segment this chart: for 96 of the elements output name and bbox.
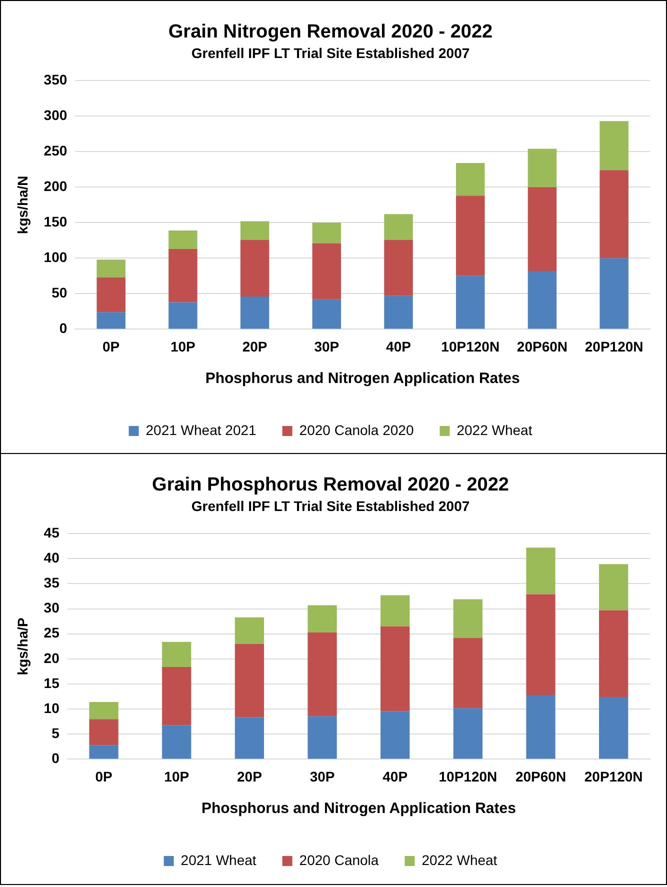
bar (162, 642, 192, 667)
y-axis-title: kgs/ha/N (14, 176, 30, 234)
bar (240, 221, 270, 240)
bar (528, 148, 557, 188)
y-tick-label: 250 (44, 142, 68, 158)
x-tick-label: 20P60N (515, 768, 566, 784)
chart-title: Grain Phosphorus Removal 2020 - 2022 (152, 474, 509, 496)
y-tick-label: 50 (52, 284, 68, 301)
x-tick-label: 0P (102, 338, 120, 354)
x-tick-label: 10P120N (438, 768, 498, 784)
bar (96, 312, 126, 329)
x-tick-label: 20P60N (516, 338, 568, 354)
x-tick-label: 20P (242, 338, 268, 354)
y-tick-label: 150 (44, 214, 68, 230)
bar (456, 162, 485, 196)
bar (162, 725, 192, 759)
bar (456, 196, 485, 276)
x-tick-label: 40P (382, 768, 408, 784)
y-tick-label: 200 (44, 178, 68, 194)
bar (528, 270, 557, 329)
x-tick-label: 10P (170, 338, 196, 354)
bar (526, 548, 556, 594)
bar (240, 296, 270, 329)
y-tick-label: 100 (44, 249, 68, 266)
bar (312, 243, 342, 300)
bar (240, 240, 270, 297)
x-tick-label: 30P (310, 768, 335, 784)
bar (96, 277, 126, 312)
y-tick-label: 5 (52, 724, 60, 741)
bar (96, 260, 126, 278)
bar (384, 214, 413, 240)
y-axis-title: kgs/ha/P (14, 618, 30, 676)
x-axis-title: Phosphorus and Nitrogen Application Rates (201, 800, 516, 818)
legend-label: 2020 Canola 2020 (299, 422, 414, 438)
y-tick-label: 45 (44, 524, 60, 540)
bar (380, 595, 410, 626)
bar (456, 276, 485, 329)
x-tick-label: 0P (95, 768, 112, 784)
bar (308, 605, 337, 632)
x-tick-label: 40P (386, 338, 411, 354)
bar (308, 716, 337, 759)
x-tick-label: 20P120N (584, 768, 643, 784)
legend-label: 2021 Wheat 2021 (146, 422, 257, 438)
bar (380, 626, 410, 712)
x-tick-label: 20P120N (584, 338, 644, 354)
y-tick-label: 35 (44, 574, 60, 591)
y-tick-label: 40 (44, 550, 60, 566)
y-tick-label: 15 (44, 674, 60, 691)
bar (308, 632, 337, 716)
x-tick-label: 20P (236, 768, 262, 784)
bar (312, 299, 342, 329)
bar (168, 302, 198, 329)
bar (384, 296, 413, 329)
bar (526, 695, 556, 759)
x-axis-title: Phosphorus and Nitrogen Application Rates (205, 370, 520, 388)
bar (600, 121, 628, 170)
y-tick-label: 30 (44, 600, 60, 616)
bar (234, 617, 264, 644)
y-tick-label: 0 (52, 750, 60, 766)
x-tick-label: 10P120N (441, 338, 500, 354)
bar (526, 594, 556, 696)
bar (528, 187, 557, 271)
y-tick-label: 20 (44, 650, 60, 666)
bar (453, 708, 482, 759)
bar (599, 564, 628, 610)
bar (380, 711, 410, 759)
legend-label: 2022 Wheat (422, 852, 498, 868)
bar (234, 717, 264, 759)
bar (89, 702, 118, 720)
bar (453, 638, 482, 708)
bar (89, 719, 118, 746)
x-tick-label: 30P (314, 338, 340, 354)
bar (599, 697, 628, 759)
y-tick-label: 300 (44, 106, 68, 123)
bar (162, 666, 192, 726)
y-tick-label: 0 (59, 320, 68, 336)
x-tick-label: 10P (164, 768, 190, 784)
chart-title: Grain Nitrogen Removal 2020 - 2022 (168, 22, 493, 43)
bar (600, 170, 628, 258)
y-tick-label: 350 (44, 71, 68, 88)
y-tick-label: 10 (44, 700, 60, 716)
legend-label: 2022 Wheat (456, 422, 532, 438)
bar (384, 240, 413, 296)
y-tick-label: 25 (44, 624, 60, 641)
legend-label: 2020 Canola (299, 852, 379, 868)
bar (453, 599, 482, 638)
bar (312, 222, 342, 244)
bar (599, 610, 628, 698)
chart-subtitle: Grenfell IPF LT Trial Site Established 2007 (191, 498, 470, 514)
bar (168, 248, 198, 302)
chart-subtitle: Grenfell IPF LT Trial Site Established 2007 (191, 45, 470, 62)
legend-label: 2021 Wheat (180, 852, 256, 868)
bar (234, 644, 264, 718)
bar (168, 230, 198, 249)
bar (89, 745, 118, 759)
bar (600, 258, 628, 329)
